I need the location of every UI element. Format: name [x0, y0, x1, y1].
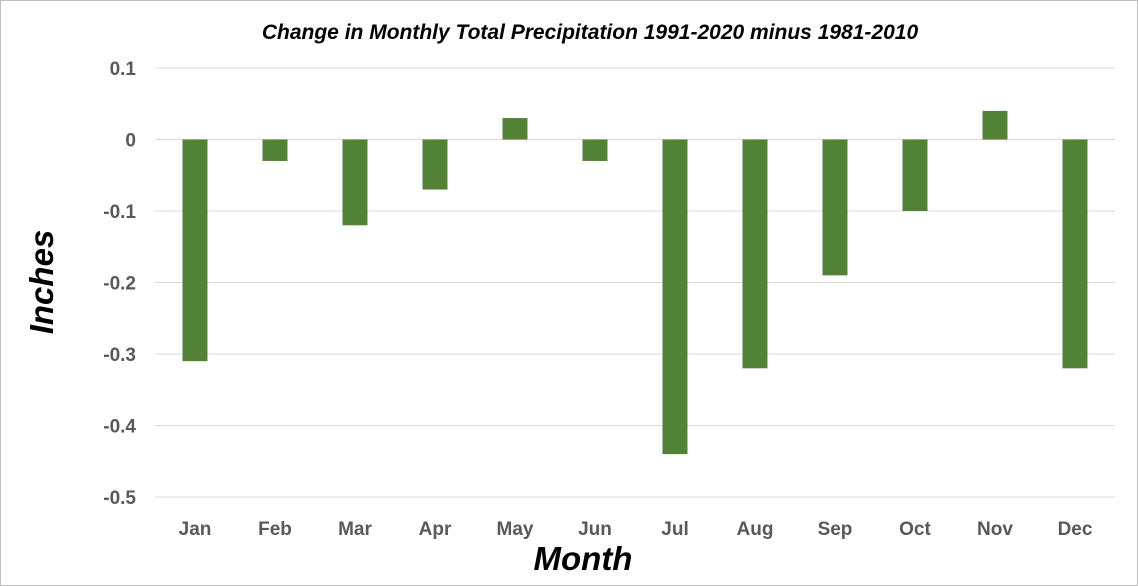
- x-tick-label: Apr: [419, 519, 452, 540]
- x-tick-label: Dec: [1058, 519, 1093, 540]
- y-tick-label: -0.3: [103, 345, 136, 366]
- x-tick-label: Sep: [818, 519, 853, 540]
- bar-feb: [262, 139, 288, 161]
- gridlines: [155, 67, 1115, 498]
- bar-mar: [342, 139, 368, 226]
- y-tick-label: -0.2: [103, 274, 136, 295]
- y-tick-label: 0.1: [110, 59, 137, 80]
- y-tick-label: 0: [125, 131, 136, 152]
- x-tick-label: Jun: [578, 519, 612, 540]
- x-axis-label: Month: [534, 540, 633, 577]
- bar-apr: [422, 139, 448, 190]
- x-tick-label: Mar: [338, 519, 372, 540]
- bar-dec: [1062, 139, 1088, 369]
- x-tick-label: Aug: [737, 519, 774, 540]
- bar-nov: [982, 110, 1008, 140]
- bar-jul: [662, 139, 688, 455]
- x-tick-label: Nov: [977, 519, 1013, 540]
- x-tick-label: May: [497, 519, 534, 540]
- x-tick-label: Jul: [661, 519, 688, 540]
- bar-sep: [822, 139, 848, 276]
- y-tick-label: -0.5: [103, 488, 136, 509]
- x-tick-label: Feb: [258, 519, 292, 540]
- y-tick-label: -0.1: [103, 202, 136, 223]
- bar-jan: [182, 139, 208, 362]
- x-tick-label: Jan: [179, 519, 212, 540]
- x-tick-label: Oct: [899, 519, 931, 540]
- bar-aug: [742, 139, 768, 369]
- y-axis-ticks: 0.1 0 -0.1 -0.2 -0.3 -0.4 -0.5: [103, 59, 136, 509]
- bar-oct: [902, 139, 928, 211]
- bars: [182, 110, 1088, 455]
- y-axis-label: Inches: [23, 230, 60, 335]
- y-tick-label: -0.4: [103, 417, 136, 438]
- bar-jun: [582, 139, 608, 161]
- x-axis-ticks: Jan Feb Mar Apr May Jun Jul Aug Sep Oct Nov Dec: [179, 519, 1093, 540]
- bar-may: [502, 118, 528, 140]
- chart-title: Change in Monthly Total Precipitation 19…: [262, 21, 919, 44]
